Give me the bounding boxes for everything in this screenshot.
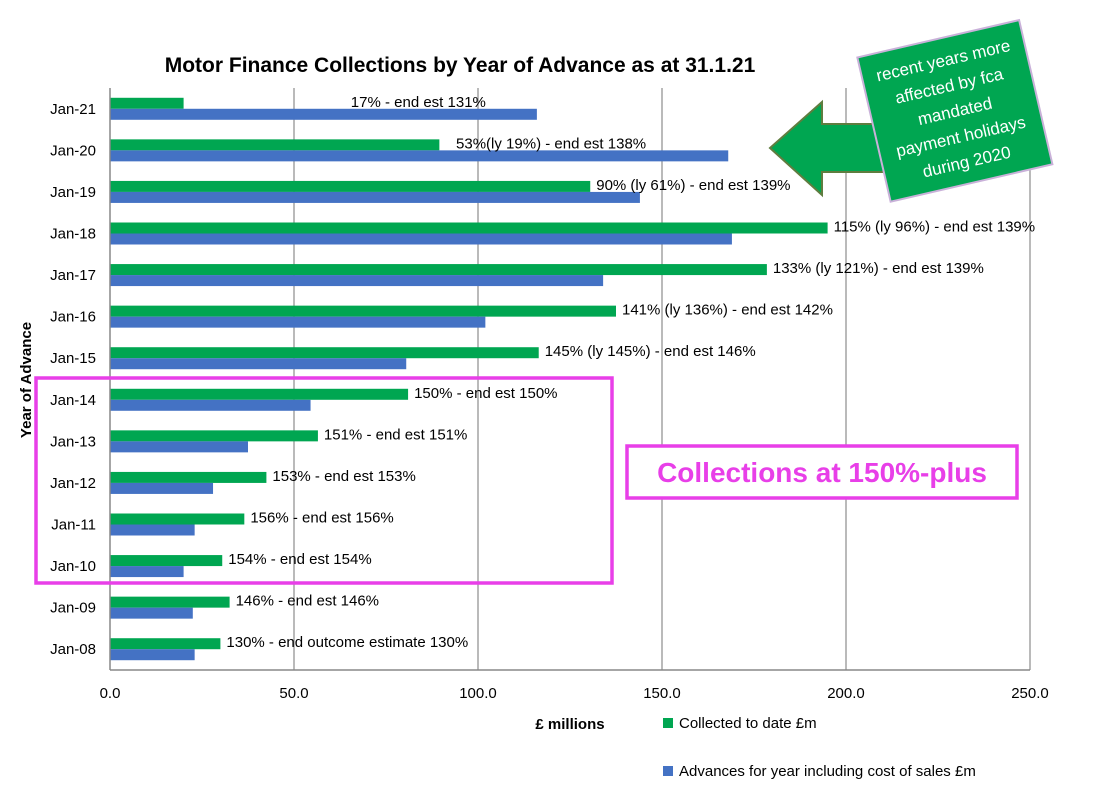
data-label: 53%(ly 19%) - end est 138% [456,135,646,152]
data-label: 153% - end est 153% [272,468,415,485]
data-label: 146% - end est 146% [236,593,379,610]
bar-collected [110,513,245,525]
data-label: 154% - end est 154% [228,551,371,568]
bar-advances [110,358,407,370]
bar-advances [110,275,604,287]
bar-advances [110,191,640,203]
chart-title: Motor Finance Collections by Year of Adv… [165,54,756,77]
x-tick-label: 150.0 [643,685,681,702]
bar-advances [110,399,311,411]
data-label: 151% - end est 151% [324,426,467,443]
bar-collected [110,347,539,359]
y-tick-label: Jan-20 [50,142,96,159]
bar-advances [110,150,729,162]
callout-frame [625,444,1019,500]
x-tick-label: 0.0 [100,685,121,702]
bar-advances [110,566,184,578]
data-label: 145% (ly 145%) - end est 146% [545,343,756,360]
y-tick-label: Jan-11 [51,517,96,534]
data-labels: 17% - end est 131% 53%(ly 19%) - end est … [226,94,1035,651]
y-tick-label: Jan-08 [50,641,96,658]
legend-swatch-advances [663,766,673,776]
data-label: 150% - end est 150% [414,385,557,402]
legend-label-collected: Collected to date £m [679,715,817,732]
data-label: 17% - end est 131% [351,94,486,111]
data-label: 90% (ly 61%) - end est 139% [596,177,790,194]
y-tick-label: Jan-16 [50,309,96,326]
bar-collected [110,638,221,650]
bar-advances [110,607,193,619]
data-label: 130% - end outcome estimate 130% [226,634,468,651]
y-tick-label: Jan-19 [50,184,96,201]
bar-collected [110,139,440,151]
y-tick-label: Jan-09 [50,600,96,617]
x-tick-label: 200.0 [827,685,865,702]
y-tick-label: Jan-21 [50,101,96,118]
y-tick-label: Jan-13 [50,433,96,450]
y-tick-label: Jan-14 [50,392,96,409]
note-box: recent years more affected by fca mandat… [856,18,1054,203]
bar-collected [110,471,267,483]
data-label: 141% (ly 136%) - end est 142% [622,302,833,319]
bars [110,97,828,661]
bar-advances [110,649,195,661]
bar-collected [110,180,591,192]
x-tick-label: 250.0 [1011,685,1049,702]
bar-collected [110,430,318,442]
y-tick-labels: Jan-21 Jan-20 Jan-19 Jan-18 Jan-17 Jan-16 Jan-… [50,101,96,658]
bar-collected [110,596,230,608]
data-label: 133% (ly 121%) - end est 139% [773,260,984,277]
legend-swatch-collected [663,718,673,728]
data-label: 115% (ly 96%) - end est 139% [834,219,1036,236]
note-background [856,18,1054,203]
bar-collected [110,222,828,234]
bar-collected [110,97,184,109]
bar-advances [110,316,486,328]
bar-advances [110,524,195,536]
x-tick-labels: 0.0 50.0 100.0 150.0 200.0 250.0 [100,685,1049,702]
bar-collected [110,305,616,317]
bar-advances [110,441,248,453]
x-tick-label: 50.0 [279,685,308,702]
legend: Collected to date £m Advances for year i… [663,715,976,780]
bar-advances [110,482,214,494]
y-tick-label: Jan-18 [50,226,96,243]
bar-collected [110,555,223,567]
x-axis-label: £ millions [535,716,604,733]
y-tick-label: Jan-15 [50,350,96,367]
y-tick-label: Jan-10 [50,558,96,575]
bar-advances [110,233,732,245]
data-label: 156% - end est 156% [250,510,393,527]
bar-collected [110,388,409,400]
callout-text: Collections at 150%-plus [657,457,987,488]
y-tick-label: Jan-12 [50,475,96,492]
bar-advances [110,108,537,120]
y-axis-label: Year of Advance [18,322,35,438]
bar-collected [110,264,767,276]
x-tick-label: 100.0 [459,685,497,702]
y-tick-label: Jan-17 [50,267,96,284]
highlight-box [34,376,614,585]
callout-box: Collections at 150%-plus [625,444,1019,500]
legend-label-advances: Advances for year including cost of sale… [679,763,976,780]
